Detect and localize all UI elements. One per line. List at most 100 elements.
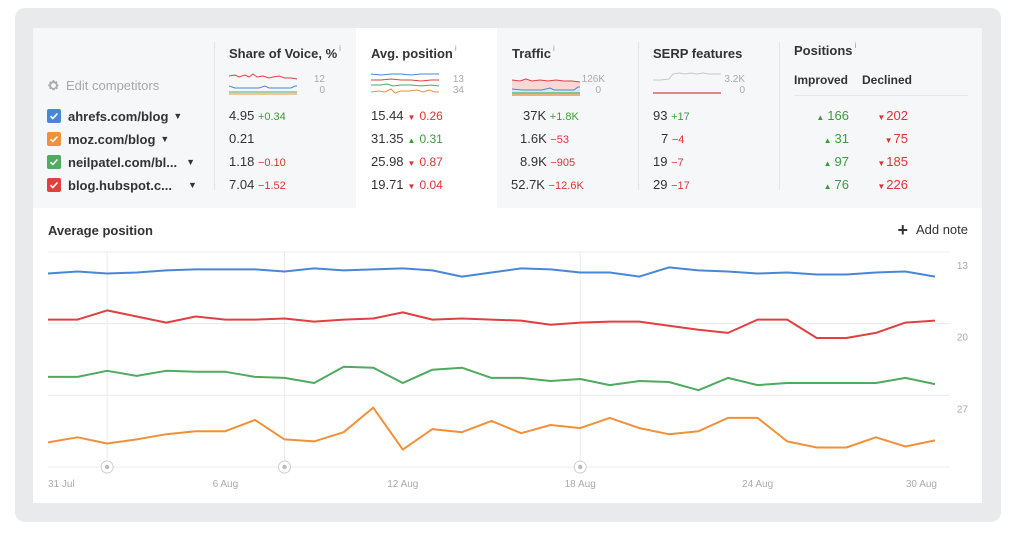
arrow-down-icon: ▼ <box>884 136 893 145</box>
edit-competitors-button[interactable]: Edit competitors <box>47 78 159 93</box>
caret-down-icon[interactable]: ▼ <box>186 157 195 167</box>
info-icon[interactable]: i <box>854 41 857 50</box>
x-axis-labels: 31 Jul 6 Aug 12 Aug 18 Aug 24 Aug 30 Aug <box>48 479 937 490</box>
sov-value-row: 0.21 <box>229 131 255 146</box>
declined-header: Declined <box>862 73 913 87</box>
traffic-value-row: 37K +1.8K <box>523 108 579 123</box>
tab-share-of-voice[interactable]: Share of Voice, % i 12 0 4.95 +0.34 0.21 … <box>215 28 356 208</box>
x-tick-label: 24 Aug <box>742 479 773 490</box>
add-note-label: Add note <box>915 222 968 237</box>
sparkline-share-of-voice <box>229 73 298 95</box>
arrow-up-icon: ▲ <box>823 182 832 191</box>
sparkline-scale-min: 0 <box>595 85 601 96</box>
traffic-value-row: 8.9K −905 <box>520 154 576 169</box>
add-note-button[interactable]: + Add note <box>897 219 968 240</box>
sov-value-row: 4.95 +0.34 <box>229 108 286 123</box>
tab-traffic[interactable]: Traffic i 126K 0 37K +1.8K 1.6K −53 8.9K … <box>497 28 638 208</box>
tab-avg-position[interactable]: Avg. position i 13 34 15.44 ▼ 0.26 31.35 ▲ 0.… <box>356 28 497 208</box>
arrow-down-icon: ▼ <box>877 182 886 191</box>
improved-count[interactable]: ▲ 76 <box>823 177 849 192</box>
y-tick-label: 20 <box>957 333 969 344</box>
checkbox[interactable] <box>47 109 61 123</box>
declined-count[interactable]: ▼185 <box>877 154 908 169</box>
y-axis-labels: 13 20 27 <box>957 261 969 415</box>
avgpos-value-row: 19.71 ▼ 0.04 <box>371 177 443 192</box>
annotation-gear-icon[interactable] <box>278 460 292 474</box>
sparkline-scale-min: 0 <box>319 85 325 96</box>
check-icon <box>49 112 59 120</box>
arrow-up-icon: ▲ <box>407 136 416 145</box>
series-line-1 <box>48 309 936 339</box>
positions-column: Positions i Improved Declined ▲ 166 ▼202 ▲… <box>780 28 970 208</box>
divider <box>794 95 968 96</box>
improved-count[interactable]: ▲ 166 <box>816 108 849 123</box>
info-icon[interactable]: i <box>339 44 341 53</box>
arrow-down-icon: ▼ <box>407 113 416 122</box>
sparkline-scale-max: 126K <box>581 74 605 85</box>
sparkline-scale-bottom: 34 <box>452 85 464 96</box>
competitor-neilpatel[interactable]: neilpatel.com/bl... ▼ <box>47 154 195 170</box>
improved-count[interactable]: ▲ 97 <box>823 154 849 169</box>
sov-value-row: 7.04 −1.52 <box>229 177 286 192</box>
caret-down-icon[interactable]: ▼ <box>173 111 183 121</box>
sparkline-scale-min: 0 <box>739 85 745 96</box>
y-tick-label: 27 <box>957 404 969 415</box>
column-title: Positions i <box>794 41 857 58</box>
x-tick-label: 31 Jul <box>48 479 75 490</box>
checkbox[interactable] <box>47 178 61 192</box>
checkbox[interactable] <box>47 132 61 146</box>
annotation-gear <box>282 464 287 470</box>
arrow-down-icon: ▼ <box>877 113 886 122</box>
avgpos-value-row: 25.98 ▼ 0.87 <box>371 154 443 169</box>
annotation-gear-icon[interactable] <box>573 460 587 474</box>
x-tick-label: 6 Aug <box>213 479 239 490</box>
chart-title: Average position <box>48 223 153 238</box>
arrow-down-icon: ▼ <box>407 182 416 191</box>
declined-count[interactable]: ▼75 <box>884 131 908 146</box>
plus-icon: + <box>897 219 908 240</box>
x-tick-label: 12 Aug <box>387 479 418 490</box>
chart-series <box>47 266 936 451</box>
info-icon[interactable]: i <box>454 44 457 53</box>
arrow-up-icon: ▲ <box>823 159 832 168</box>
competitor-name: ahrefs.com/blog <box>68 108 169 124</box>
competitor-hubspot[interactable]: blog.hubspot.c... ▼ <box>47 177 197 193</box>
sparkline-scale-max: 3.2K <box>724 74 745 85</box>
chart-grid <box>48 251 950 468</box>
column-title: Share of Voice, % i <box>229 44 341 61</box>
info-icon[interactable]: i <box>553 44 555 53</box>
sparkline-scale-top: 13 <box>452 74 464 85</box>
divider <box>214 42 215 190</box>
declined-count[interactable]: ▼226 <box>877 177 908 192</box>
sov-value-row: 1.18 −0.10 <box>229 154 286 169</box>
chart-annotations <box>100 252 587 474</box>
x-tick-label: 18 Aug <box>565 479 596 490</box>
column-title: Avg. position i <box>371 44 457 61</box>
improved-count[interactable]: ▲ 31 <box>823 131 849 146</box>
traffic-value-row: 52.7K −12.6K <box>511 177 584 192</box>
avgpos-value-row: 15.44 ▼ 0.26 <box>371 108 443 123</box>
arrow-down-icon: ▼ <box>877 159 886 168</box>
declined-count[interactable]: ▼202 <box>877 108 908 123</box>
competitor-name: blog.hubspot.c... <box>68 177 172 193</box>
serp-value-row: 93 +17 <box>653 108 690 123</box>
improved-header: Improved <box>794 73 849 87</box>
annotation-gear-icon[interactable] <box>100 460 114 474</box>
divider <box>638 42 639 190</box>
competitor-ahrefs[interactable]: ahrefs.com/blog ▼ <box>47 108 182 124</box>
annotation-gear <box>104 464 110 470</box>
x-tick-label: 30 Aug <box>906 479 937 490</box>
tab-serp-features[interactable]: SERP features 3.2K 0 93 +17 7 −4 19 −7 2… <box>639 28 780 208</box>
competitor-name: moz.com/blog <box>68 131 156 147</box>
metrics-summary: Edit competitors ahrefs.com/blog ▼ moz.c… <box>33 28 982 208</box>
check-icon <box>49 158 59 166</box>
competitor-moz[interactable]: moz.com/blog ▼ <box>47 131 169 147</box>
caret-down-icon[interactable]: ▼ <box>160 134 170 144</box>
caret-down-icon[interactable]: ▼ <box>188 180 197 190</box>
checkbox[interactable] <box>47 155 61 169</box>
edit-competitors-label: Edit competitors <box>66 78 160 93</box>
annotation-gear <box>578 464 583 470</box>
series-line-2 <box>48 365 936 392</box>
average-position-chart[interactable]: 13 20 27 31 Jul 6 Aug 12 Aug 18 Aug 24 Aug 30 A… <box>33 243 982 503</box>
gear-icon <box>48 80 59 91</box>
